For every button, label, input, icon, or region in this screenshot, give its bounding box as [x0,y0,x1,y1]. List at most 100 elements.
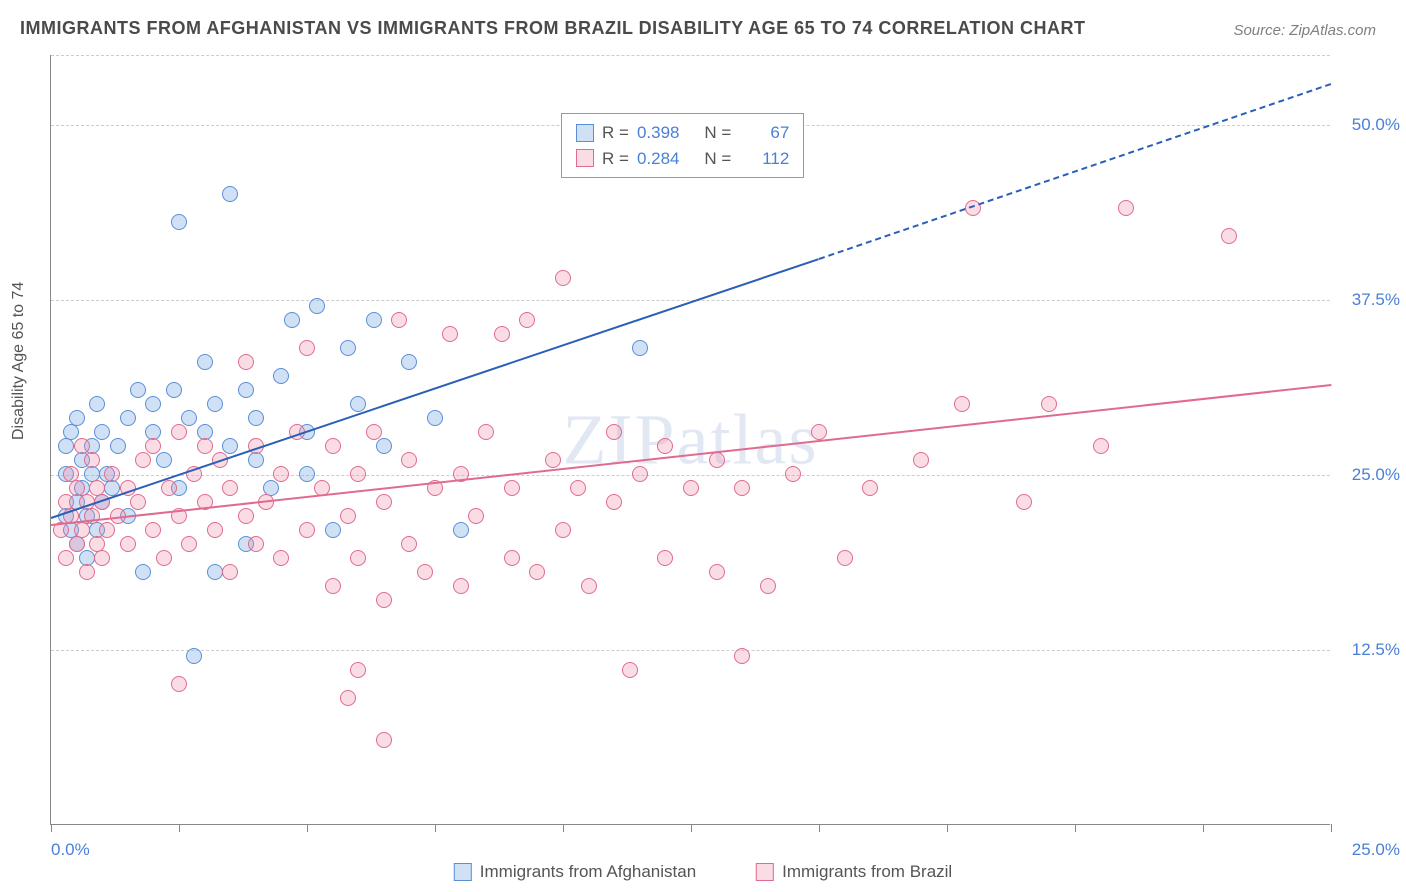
legend-n-label: N = [695,146,731,172]
scatter-point [171,214,187,230]
scatter-point [760,578,776,594]
scatter-point [442,326,458,342]
scatter-point [273,550,289,566]
scatter-point [284,312,300,328]
legend-n-label: N = [695,120,731,146]
scatter-point [248,452,264,468]
scatter-point [709,564,725,580]
scatter-point [504,480,520,496]
scatter-point [207,522,223,538]
scatter-point [350,550,366,566]
scatter-point [94,550,110,566]
scatter-point [494,326,510,342]
scatter-point [453,578,469,594]
scatter-point [478,424,494,440]
scatter-point [340,508,356,524]
scatter-point [785,466,801,482]
scatter-point [734,480,750,496]
scatter-point [145,396,161,412]
x-tick [819,824,820,832]
scatter-point [248,536,264,552]
scatter-point [683,480,699,496]
scatter-point [1221,228,1237,244]
scatter-point [299,466,315,482]
scatter-point [145,522,161,538]
y-tick-label: 25.0% [1352,465,1400,485]
scatter-point [1093,438,1109,454]
scatter-point [325,578,341,594]
scatter-point [427,410,443,426]
scatter-point [1118,200,1134,216]
scatter-point [913,452,929,468]
scatter-point [58,550,74,566]
x-tick [435,824,436,832]
legend-r-label: R = [602,146,629,172]
scatter-point [1041,396,1057,412]
scatter-point [166,382,182,398]
scatter-point [69,410,85,426]
trend-line [819,83,1332,260]
scatter-point [376,732,392,748]
scatter-point [181,536,197,552]
scatter-point [238,382,254,398]
scatter-point [79,564,95,580]
scatter-point [238,508,254,524]
grid-line [51,650,1330,651]
scatter-point [222,438,238,454]
x-tick [1331,824,1332,832]
watermark: ZIPatlas [563,398,819,481]
scatter-point [453,522,469,538]
scatter-point [145,438,161,454]
scatter-point [74,438,90,454]
legend-label: Immigrants from Afghanistan [480,862,696,882]
scatter-point [391,312,407,328]
scatter-point [181,410,197,426]
series-legend: Immigrants from Afghanistan Immigrants fr… [454,862,952,882]
scatter-point [519,312,535,328]
scatter-point [1016,494,1032,510]
x-tick [1075,824,1076,832]
scatter-point [197,438,213,454]
scatter-point [222,186,238,202]
legend-item: Immigrants from Afghanistan [454,862,696,882]
legend-label: Immigrants from Brazil [782,862,952,882]
grid-line [51,475,1330,476]
scatter-point [350,662,366,678]
scatter-point [197,354,213,370]
legend-swatch [756,863,774,881]
scatter-point [222,480,238,496]
scatter-point [657,550,673,566]
y-tick-label: 37.5% [1352,290,1400,310]
legend-r-value: 0.398 [637,120,687,146]
scatter-point [622,662,638,678]
x-tick-label: 25.0% [1352,840,1400,860]
scatter-point [325,522,341,538]
legend-n-value: 67 [739,120,789,146]
scatter-point [130,382,146,398]
scatter-point [606,424,622,440]
scatter-point [207,396,223,412]
scatter-point [58,438,74,454]
scatter-point [161,480,177,496]
scatter-point [417,564,433,580]
grid-line [51,55,1330,56]
trend-line [51,384,1331,526]
legend-r-value: 0.284 [637,146,687,172]
scatter-point [734,648,750,664]
legend-swatch [576,124,594,142]
chart-title: IMMIGRANTS FROM AFGHANISTAN VS IMMIGRANT… [20,18,1086,39]
scatter-point [504,550,520,566]
x-tick [179,824,180,832]
legend-r-label: R = [602,120,629,146]
scatter-point [299,340,315,356]
scatter-point [401,452,417,468]
scatter-point [811,424,827,440]
scatter-point [69,536,85,552]
scatter-point [309,298,325,314]
scatter-point [99,522,115,538]
scatter-point [366,424,382,440]
scatter-point [366,312,382,328]
chart-container: IMMIGRANTS FROM AFGHANISTAN VS IMMIGRANT… [0,0,1406,892]
scatter-point [156,550,172,566]
scatter-point [401,354,417,370]
